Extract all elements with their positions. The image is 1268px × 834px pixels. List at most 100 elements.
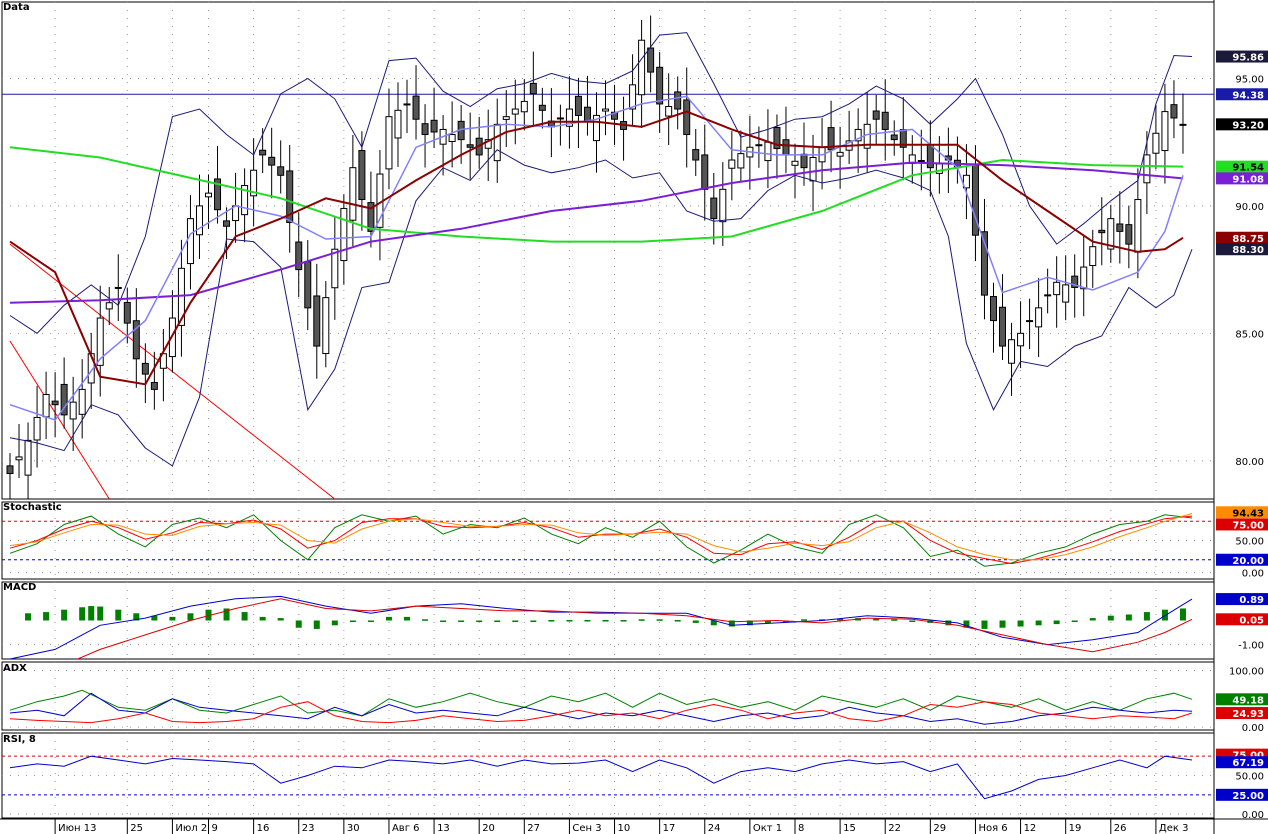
candle[interactable] [60, 357, 68, 429]
candle[interactable] [195, 174, 203, 259]
candle[interactable] [611, 84, 619, 146]
candle[interactable] [602, 80, 610, 136]
candle[interactable] [1107, 204, 1115, 263]
candle[interactable] [6, 453, 14, 507]
candle[interactable] [737, 130, 745, 182]
candle[interactable] [592, 92, 600, 173]
candle[interactable] [1125, 205, 1133, 269]
candle[interactable] [286, 144, 294, 253]
candle[interactable] [674, 76, 682, 130]
candle[interactable] [683, 67, 691, 168]
candle[interactable] [647, 15, 655, 93]
candle[interactable] [520, 79, 528, 131]
candle[interactable] [484, 109, 492, 181]
candle[interactable] [1116, 191, 1124, 264]
chart-plot-area[interactable] [2, 15, 1214, 800]
candle[interactable] [51, 372, 59, 438]
macd-panel-plot[interactable] [9, 595, 1193, 683]
candle[interactable] [105, 286, 113, 325]
candle[interactable] [331, 216, 339, 320]
candle[interactable] [69, 376, 77, 452]
candle[interactable] [15, 423, 23, 478]
candle[interactable] [917, 129, 925, 191]
candle[interactable] [1053, 256, 1061, 328]
candle[interactable] [638, 19, 646, 128]
candle[interactable] [33, 385, 41, 468]
candle[interactable] [881, 79, 889, 161]
candle[interactable] [241, 168, 249, 243]
candle[interactable] [367, 171, 375, 248]
candle[interactable] [177, 239, 185, 357]
candle[interactable] [159, 329, 167, 402]
candle[interactable] [1170, 80, 1178, 139]
candle[interactable] [1008, 322, 1016, 396]
candle[interactable] [96, 285, 104, 397]
candle[interactable] [150, 351, 158, 410]
candle[interactable] [340, 194, 348, 285]
candle[interactable] [962, 144, 970, 220]
candle[interactable] [1152, 104, 1160, 170]
candle[interactable] [78, 359, 86, 439]
candle[interactable] [574, 77, 582, 149]
candle[interactable] [421, 104, 429, 168]
candle[interactable] [989, 282, 997, 353]
candle[interactable] [692, 128, 700, 177]
candle[interactable] [1035, 278, 1043, 358]
candle[interactable] [250, 138, 258, 227]
candle[interactable] [448, 101, 456, 168]
candle[interactable] [791, 143, 799, 199]
candle[interactable] [629, 54, 637, 126]
candle[interactable] [1026, 298, 1034, 349]
candle[interactable] [385, 88, 393, 190]
candle[interactable] [538, 87, 546, 129]
candle[interactable] [836, 126, 844, 189]
rsi-panel-plot[interactable] [2, 755, 1214, 800]
candle[interactable] [1071, 254, 1079, 318]
candle[interactable] [565, 76, 573, 149]
candle[interactable] [980, 198, 988, 320]
candle[interactable] [1062, 255, 1070, 321]
candle[interactable] [268, 127, 276, 199]
candle[interactable] [1017, 301, 1025, 369]
candle[interactable] [999, 274, 1007, 360]
candle[interactable] [114, 254, 122, 322]
candle[interactable] [403, 79, 411, 133]
candle[interactable] [656, 52, 664, 133]
candle[interactable] [511, 79, 519, 145]
candle[interactable] [872, 94, 880, 146]
candle[interactable] [123, 287, 131, 344]
candle[interactable] [755, 126, 763, 168]
candle[interactable] [529, 51, 537, 127]
candle[interactable] [24, 422, 32, 505]
candle[interactable] [719, 162, 727, 246]
stochastic-panel-plot[interactable] [2, 513, 1214, 567]
candle[interactable] [394, 82, 402, 167]
candle[interactable] [349, 134, 357, 247]
candle[interactable] [890, 120, 898, 156]
data-panel-plot[interactable] [2, 15, 1214, 507]
candle[interactable] [1143, 131, 1151, 214]
candle[interactable] [728, 131, 736, 201]
candle[interactable] [322, 281, 330, 368]
candle[interactable] [277, 140, 285, 194]
candle[interactable] [295, 212, 303, 298]
adx-panel-plot[interactable] [9, 689, 1193, 725]
candle[interactable] [412, 65, 420, 140]
candle[interactable] [205, 174, 213, 229]
candle[interactable] [141, 343, 149, 404]
candle[interactable] [773, 114, 781, 179]
candle[interactable] [1080, 235, 1088, 317]
candle[interactable] [1089, 229, 1097, 288]
candle[interactable] [665, 73, 673, 146]
candle[interactable] [466, 112, 474, 180]
candle[interactable] [854, 108, 862, 173]
candle[interactable] [132, 288, 140, 388]
candle[interactable] [313, 263, 321, 379]
candle[interactable] [502, 90, 510, 147]
candle[interactable] [430, 87, 438, 148]
candle[interactable] [1179, 93, 1187, 154]
candle[interactable] [493, 98, 501, 183]
candle[interactable] [710, 172, 718, 245]
candle[interactable] [1044, 268, 1052, 314]
